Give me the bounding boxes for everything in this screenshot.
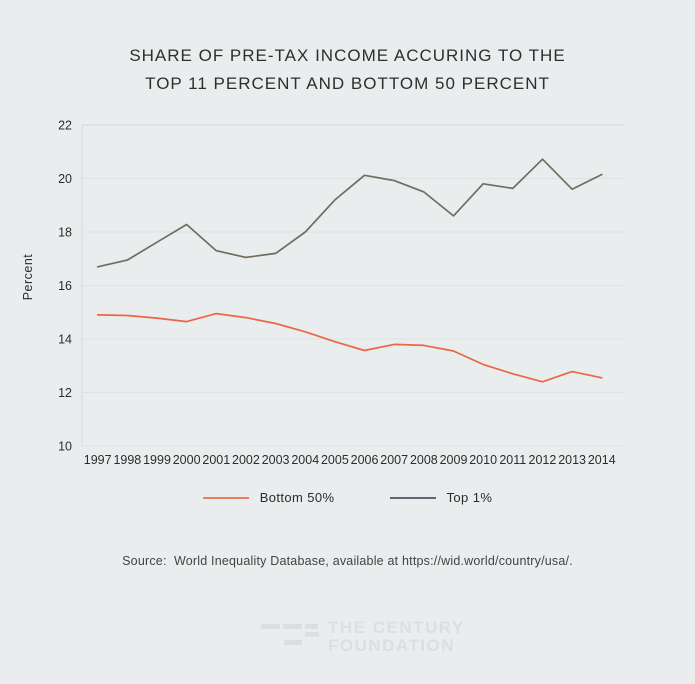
x-tick-label: 1998 <box>113 453 141 467</box>
x-tick-label: 1997 <box>84 453 112 467</box>
x-tick-label: 2012 <box>529 453 557 467</box>
series-line-top-1- <box>96 158 603 268</box>
logo-mark-bar <box>284 640 302 645</box>
x-tick-label: 2013 <box>558 453 586 467</box>
x-tick-label: 2011 <box>499 453 526 467</box>
logo-mark-bar <box>261 624 280 629</box>
logo-mark-bar <box>305 632 319 637</box>
y-tick-label: 16 <box>58 279 72 293</box>
y-axis-title: Percent <box>21 254 35 301</box>
y-tick-label: 18 <box>58 226 72 240</box>
logo-mark-bar <box>305 624 318 629</box>
chart-title-line-1: SHARE OF PRE-TAX INCOME ACCURING TO THE <box>129 46 566 65</box>
legend-item-top-1: Top 1% <box>389 490 493 505</box>
x-tick-label: 2000 <box>173 453 201 467</box>
logo-wordmark-line-2: FOUNDATION <box>328 636 456 655</box>
legend-label-bottom-50: Bottom 50% <box>259 490 335 505</box>
y-tick-label: 22 <box>58 119 72 133</box>
logo-wordmark: THE CENTURY FOUNDATION <box>328 619 465 655</box>
x-tick-label: 1999 <box>143 453 171 467</box>
chart-title-line-2: TOP 11 PERCENT AND BOTTOM 50 PERCENT <box>145 74 550 93</box>
x-tick-label: 2001 <box>202 453 230 467</box>
logo-mark-bar <box>283 624 302 629</box>
x-tick-label: 2002 <box>232 453 260 467</box>
x-tick-label: 2010 <box>469 453 497 467</box>
y-tick-label: 10 <box>58 440 72 454</box>
series-line-bottom-50- <box>96 312 603 383</box>
x-tick-label: 2009 <box>440 453 468 467</box>
x-tick-label: 2003 <box>262 453 290 467</box>
chart-title: SHARE OF PRE-TAX INCOME ACCURING TO THE … <box>0 42 695 98</box>
x-tick-label: 2004 <box>291 453 319 467</box>
y-tick-label: 12 <box>58 386 72 400</box>
x-tick-label: 2008 <box>410 453 438 467</box>
x-tick-label: 2006 <box>351 453 379 467</box>
source-note: Source: World Inequality Database, avail… <box>122 554 573 568</box>
chart-legend: Bottom 50% Top 1% <box>0 490 695 505</box>
logo-wordmark-line-1: THE CENTURY <box>328 618 465 637</box>
legend-label-top-1: Top 1% <box>446 490 493 505</box>
x-tick-label: 2014 <box>588 453 616 467</box>
x-tick-label: 2007 <box>380 453 408 467</box>
y-tick-label: 14 <box>58 333 72 347</box>
x-tick-label: 2005 <box>321 453 349 467</box>
top-1-line-swatch <box>389 496 436 499</box>
y-tick-label: 20 <box>58 172 72 186</box>
legend-item-bottom-50: Bottom 50% <box>202 490 335 505</box>
bottom-50-line-swatch <box>202 496 249 499</box>
